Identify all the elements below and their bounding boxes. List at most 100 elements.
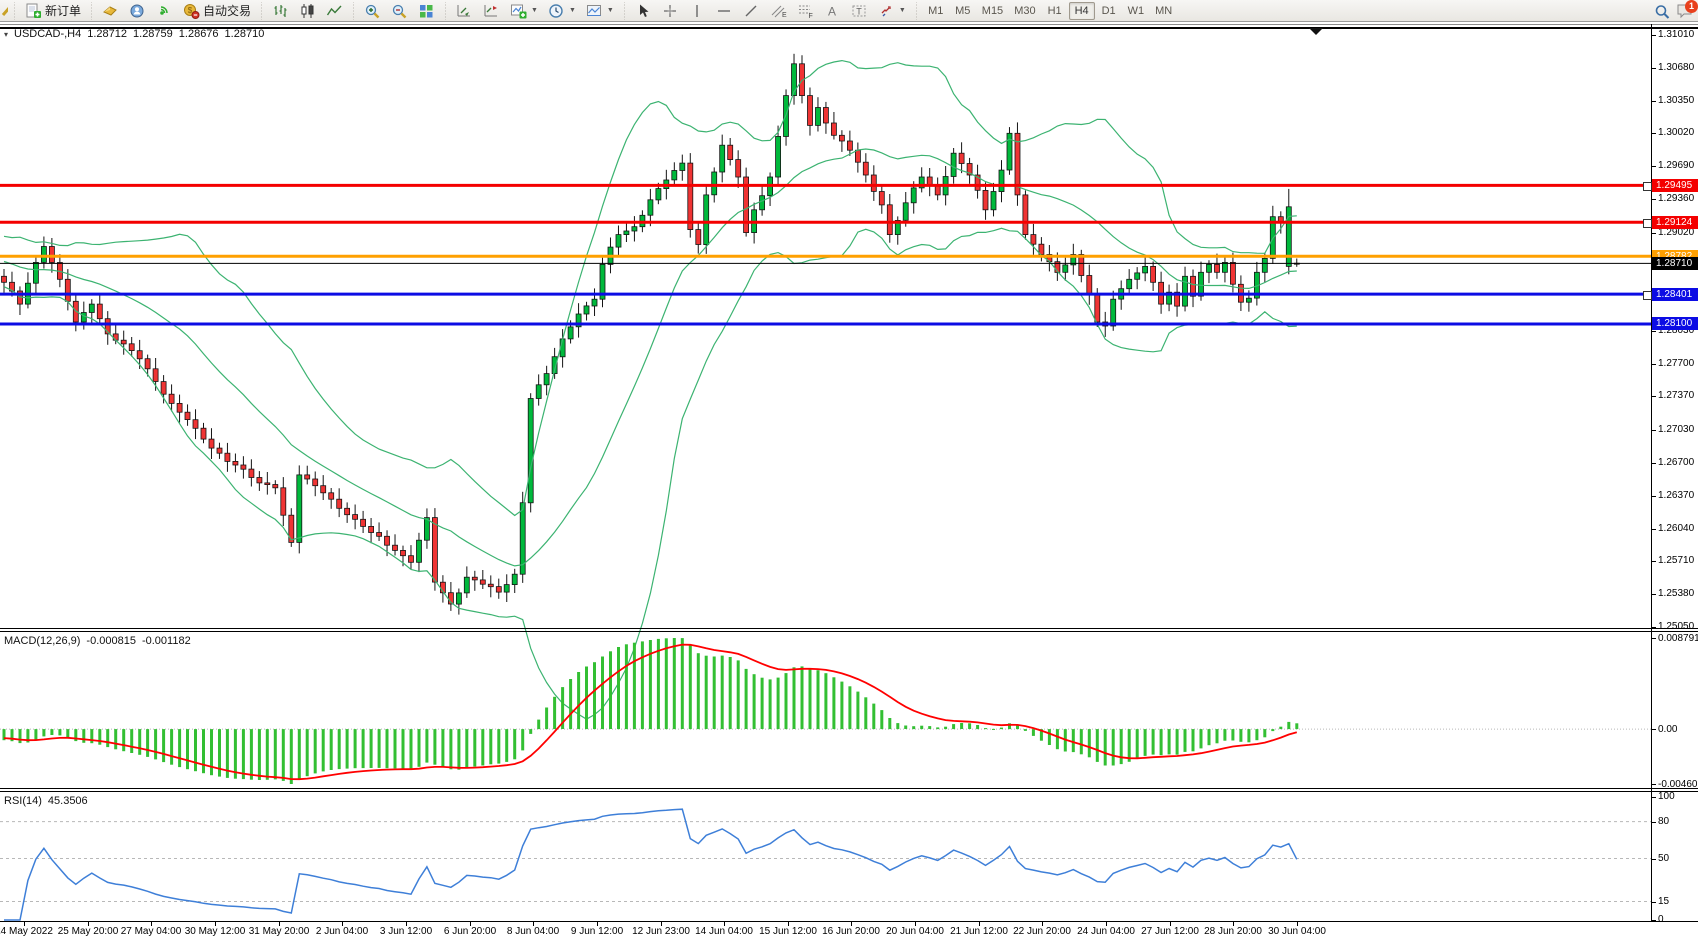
time-label: 30 May 12:00: [184, 926, 246, 937]
bar-chart-button[interactable]: [268, 2, 293, 20]
panel-separator[interactable]: [0, 791, 1698, 792]
zoom-out-button[interactable]: [387, 2, 412, 20]
current-price-badge: 1.28710: [1652, 257, 1698, 270]
level-lines: [0, 183, 1651, 326]
profiles-button[interactable]: [98, 2, 123, 20]
rsi-tick: [1651, 822, 1656, 823]
rsi-level-lines: [0, 821, 1651, 902]
price-tick: [1651, 529, 1656, 530]
svg-text:A: A: [828, 4, 836, 18]
cursor-tool-button[interactable]: [631, 2, 656, 20]
templates-button[interactable]: ▼: [582, 2, 618, 20]
time-label: 24 May 2022: [0, 926, 53, 937]
text-label-tool-button[interactable]: T: [847, 2, 872, 20]
text-label-icon: T: [851, 3, 868, 19]
zoom-in-button[interactable]: [360, 2, 385, 20]
rsi-label: RSI(14) 45.3506: [4, 795, 88, 807]
timeframe-M30[interactable]: M30: [1009, 2, 1040, 20]
rsi-tick: [1651, 797, 1656, 798]
trendline-tool-button[interactable]: [739, 2, 764, 20]
time-tick: [597, 922, 598, 926]
timeframe-M5[interactable]: M5: [950, 2, 976, 20]
price-tick: [1651, 561, 1656, 562]
rsi-line: [4, 808, 1298, 921]
timeframe-H1[interactable]: H1: [1042, 2, 1068, 20]
community-button[interactable]: [125, 2, 150, 20]
dropdown-caret-icon: ▼: [898, 7, 906, 14]
crosshair-tool-button[interactable]: [658, 2, 683, 20]
level-price-badge[interactable]: 1.29495: [1652, 179, 1698, 192]
chart-shift-button[interactable]: [479, 2, 504, 20]
bollinger-bands: [3, 59, 1297, 720]
price-tick-label: 1.25380: [1658, 588, 1695, 599]
svg-text:T: T: [856, 6, 862, 16]
timeframe-M1[interactable]: M1: [923, 2, 949, 20]
line-handle[interactable]: [1643, 291, 1652, 300]
rsi-tick: [1651, 859, 1656, 860]
timeframe-W1[interactable]: W1: [1123, 2, 1150, 20]
notifications-button[interactable]: 1: [1676, 0, 1698, 20]
timeframe-M15[interactable]: M15: [977, 2, 1008, 20]
indicators-button[interactable]: ▼: [506, 2, 542, 20]
price-tick: [1651, 233, 1656, 234]
rsi-tick: [1651, 920, 1656, 921]
price-tick: [1651, 35, 1656, 36]
timeframe-H4[interactable]: H4: [1068, 1, 1095, 20]
time-axis-border: [0, 921, 1698, 922]
time-label: 27 Jun 12:00: [1141, 926, 1199, 937]
price-tick: [1651, 133, 1656, 134]
time-tick: [1233, 922, 1234, 926]
line-chart-button[interactable]: [322, 2, 347, 20]
timeframe-MN[interactable]: MN: [1150, 2, 1177, 20]
toolbar-separator: [351, 1, 357, 20]
panel-separator[interactable]: [0, 788, 1698, 789]
autotrading-button[interactable]: $ 自动交易: [179, 2, 255, 20]
level-price-badge[interactable]: 1.29124: [1652, 216, 1698, 229]
chart-dropdown-caret[interactable]: ▾: [4, 29, 9, 39]
line-handle[interactable]: [1643, 182, 1652, 191]
price-tick-label: 1.30020: [1658, 127, 1695, 138]
tile-windows-button[interactable]: [414, 2, 439, 20]
time-label: 24 Jun 04:00: [1077, 926, 1135, 937]
auto-scroll-button[interactable]: [452, 2, 477, 20]
panel-separator[interactable]: [0, 631, 1698, 632]
arrows-tool-button[interactable]: ▼: [874, 2, 910, 20]
time-label: 8 Jun 04:00: [506, 926, 560, 937]
toolbar-separator: [259, 1, 265, 20]
dropdown-caret-icon: ▼: [568, 7, 576, 14]
svg-text:F: F: [808, 13, 812, 19]
level-price-badge[interactable]: 1.28401: [1652, 288, 1698, 301]
time-label: 6 Jun 20:00: [443, 926, 497, 937]
level-price-badge[interactable]: 1.28100: [1652, 317, 1698, 330]
price-tick: [1651, 496, 1656, 497]
price-tick: [1651, 331, 1656, 332]
horizontal-line-tool-button[interactable]: [712, 2, 737, 20]
text-tool-button[interactable]: A: [820, 2, 845, 20]
candlestick-chart-icon: [299, 3, 316, 19]
signals-button[interactable]: [152, 2, 177, 20]
chart-shift-marker[interactable]: [1309, 28, 1323, 35]
timeframe-D1[interactable]: D1: [1096, 2, 1122, 20]
price-tick: [1651, 101, 1656, 102]
line-handle[interactable]: [1643, 219, 1652, 228]
channel-tool-button[interactable]: E: [766, 2, 791, 20]
candlestick-chart-button[interactable]: [295, 2, 320, 20]
time-label: 22 Jun 20:00: [1013, 926, 1071, 937]
time-tick: [24, 922, 25, 926]
macd-value-signal: -0.001182: [141, 635, 191, 647]
time-tick: [342, 922, 343, 926]
vertical-line-tool-button[interactable]: [685, 2, 710, 20]
search-icon[interactable]: [1653, 3, 1670, 19]
fibonacci-tool-button[interactable]: F: [793, 2, 818, 20]
time-tick: [788, 922, 789, 926]
tile-windows-icon: [418, 3, 435, 19]
price-tick-label: 1.26370: [1658, 490, 1695, 501]
time-label: 30 Jun 04:00: [1268, 926, 1326, 937]
new-order-button[interactable]: 新订单: [21, 2, 85, 20]
panel-separator[interactable]: [0, 628, 1698, 629]
candlesticks: [1, 53, 1300, 615]
price-tick-label: 1.29020: [1658, 227, 1695, 238]
periods-button[interactable]: ▼: [544, 2, 580, 20]
price-tick: [1651, 430, 1656, 431]
